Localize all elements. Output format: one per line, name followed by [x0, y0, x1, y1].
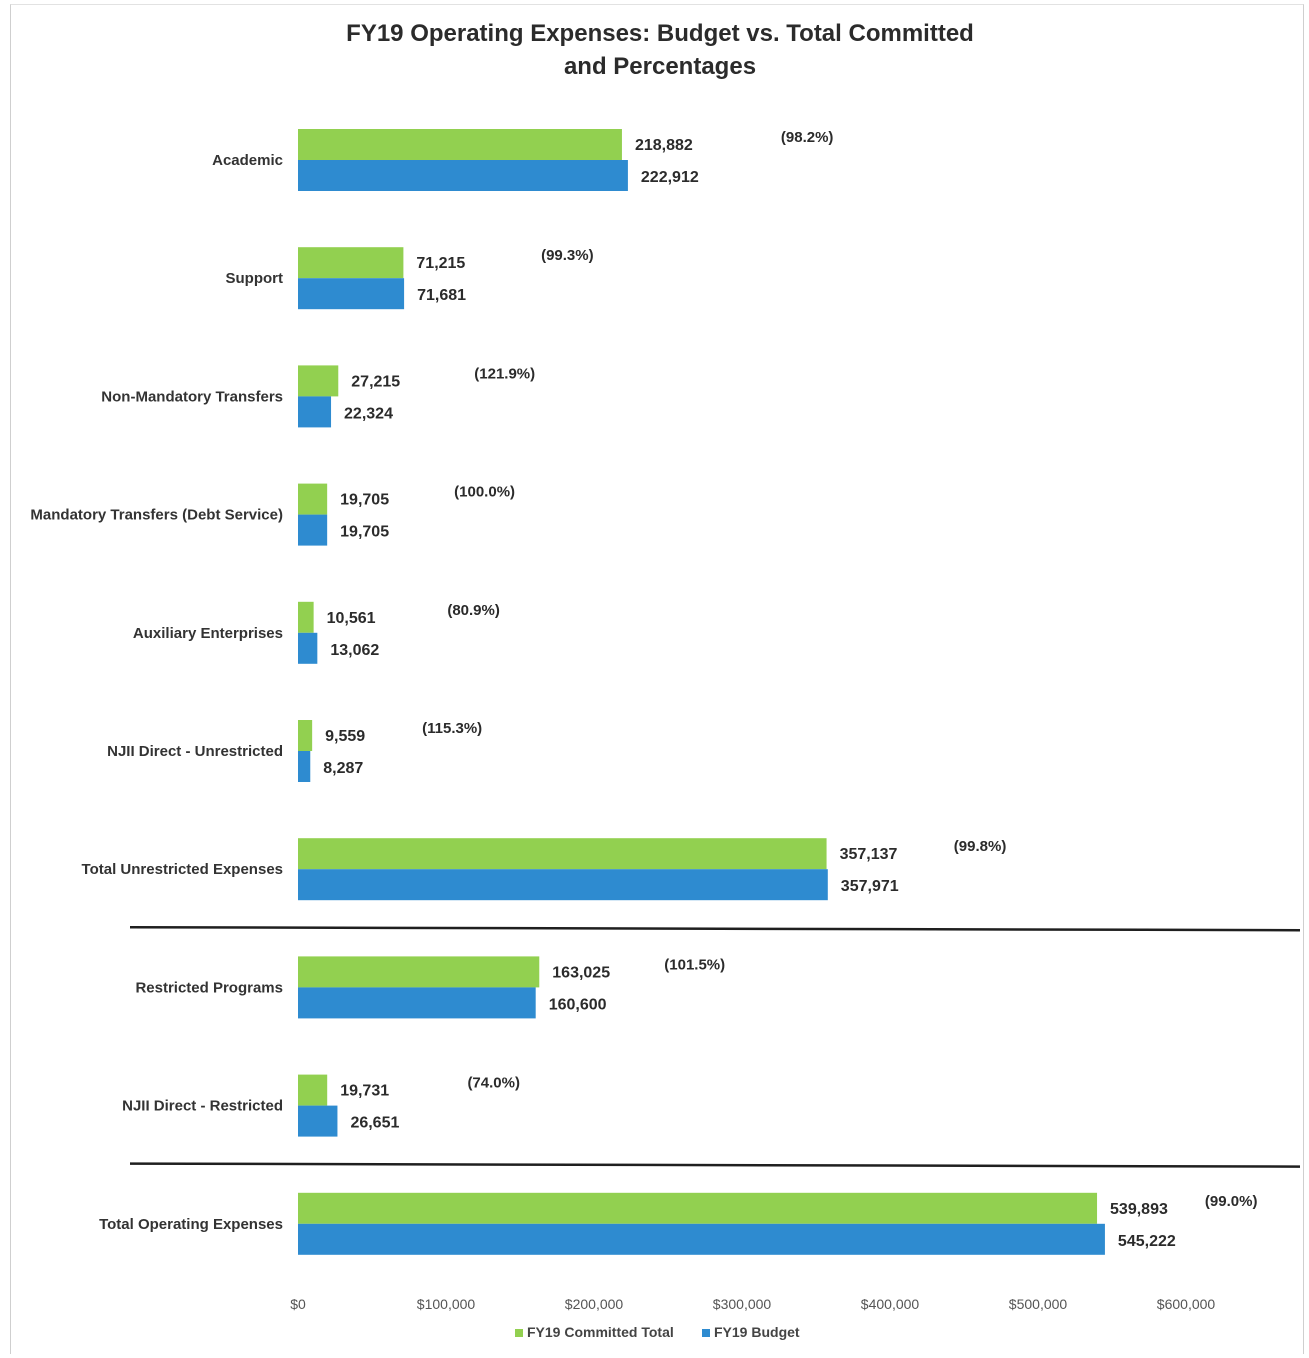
- data-label-budget: 545,222: [1118, 1233, 1176, 1250]
- data-label-budget: 160,600: [549, 996, 607, 1013]
- bar-budget: [298, 632, 318, 664]
- category-label: Academic: [212, 152, 283, 169]
- percentage-label: (80.9%): [447, 602, 500, 619]
- data-label-budget: 71,681: [417, 287, 466, 304]
- bar-committed: [298, 838, 827, 870]
- data-label-budget: 19,705: [340, 524, 389, 541]
- percentage-label: (121.9%): [474, 365, 535, 382]
- category-label: Mandatory Transfers (Debt Service): [30, 507, 283, 524]
- category-label: Non-Mandatory Transfers: [101, 388, 283, 405]
- data-label-committed: 19,705: [340, 492, 389, 509]
- data-label-budget: 13,062: [330, 642, 379, 659]
- percentage-label: (99.8%): [954, 838, 1007, 855]
- x-tick-label: $100,000: [417, 1296, 476, 1312]
- data-label-budget: 357,971: [841, 878, 899, 895]
- category-label: Total Unrestricted Expenses: [82, 861, 283, 878]
- bar-budget: [298, 160, 628, 191]
- bar-committed: [298, 601, 314, 633]
- legend-entry: FY19 Budget: [714, 1324, 800, 1340]
- bar-budget: [298, 869, 828, 901]
- category-label: NJII Direct - Unrestricted: [107, 743, 283, 760]
- x-tick-label: $300,000: [713, 1296, 772, 1312]
- bar-budget: [298, 514, 328, 546]
- data-label-budget: 26,651: [350, 1115, 399, 1132]
- bar-budget: [298, 1223, 1105, 1255]
- chart-title-line1: FY19 Operating Expenses: Budget vs. Tota…: [346, 20, 974, 47]
- legend-swatch: [515, 1329, 523, 1337]
- data-label-committed: 71,215: [416, 255, 465, 272]
- x-tick-label: $500,000: [1009, 1296, 1068, 1312]
- percentage-label: (99.3%): [541, 247, 594, 264]
- category-label: Restricted Programs: [135, 979, 283, 996]
- bar-budget: [298, 987, 536, 1019]
- category-label: NJII Direct - Restricted: [122, 1098, 283, 1115]
- bar-committed: [298, 1192, 1098, 1224]
- category-label: Support: [226, 270, 284, 287]
- bar-committed: [298, 483, 328, 515]
- x-tick-label: $400,000: [861, 1296, 920, 1312]
- bar-committed: [298, 1074, 328, 1106]
- section-separator: [129, 925, 1301, 932]
- bar-budget: [298, 278, 405, 310]
- percentage-label: (74.0%): [467, 1075, 520, 1092]
- bar-budget: [298, 1105, 338, 1137]
- percentage-label: (100.0%): [454, 484, 515, 501]
- data-label-committed: 218,882: [635, 137, 693, 154]
- category-label: Total Operating Expenses: [99, 1216, 283, 1233]
- bar-committed: [298, 720, 313, 751]
- bar-budget: [298, 751, 311, 782]
- data-label-budget: 8,287: [323, 760, 363, 777]
- bar-committed: [298, 956, 540, 988]
- data-label-committed: 163,025: [552, 964, 610, 981]
- data-label-budget: 222,912: [641, 169, 699, 186]
- bar-budget: [298, 396, 332, 428]
- percentage-label: (99.0%): [1205, 1193, 1258, 1210]
- percentage-label: (101.5%): [664, 956, 725, 973]
- percentage-label: (98.2%): [781, 129, 834, 146]
- legend-swatch: [702, 1329, 710, 1337]
- data-label-committed: 9,559: [325, 728, 365, 745]
- section-separator: [129, 1162, 1301, 1168]
- chart-title-line2: and Percentages: [563, 53, 757, 80]
- bar-committed: [298, 247, 404, 279]
- bar-committed: [298, 365, 339, 397]
- x-tick-label: $200,000: [565, 1296, 624, 1312]
- bar-committed: [298, 129, 622, 160]
- percentage-label: (115.3%): [422, 720, 482, 737]
- x-tick-label: $0: [290, 1296, 306, 1312]
- x-tick-label: $600,000: [1157, 1296, 1216, 1312]
- legend-entry: FY19 Committed Total: [527, 1324, 674, 1340]
- data-label-committed: 19,731: [340, 1083, 389, 1100]
- data-label-committed: 539,893: [1110, 1201, 1168, 1218]
- chart-title: FY19 Operating Expenses: Budget vs. Tota…: [300, 17, 1020, 83]
- data-label-budget: 22,324: [344, 405, 393, 422]
- data-label-committed: 10,561: [327, 610, 376, 627]
- chart-frame: [10, 4, 1304, 1354]
- data-label-committed: 27,215: [351, 373, 400, 390]
- category-label: Auxiliary Enterprises: [133, 625, 283, 642]
- data-label-committed: 357,137: [840, 846, 898, 863]
